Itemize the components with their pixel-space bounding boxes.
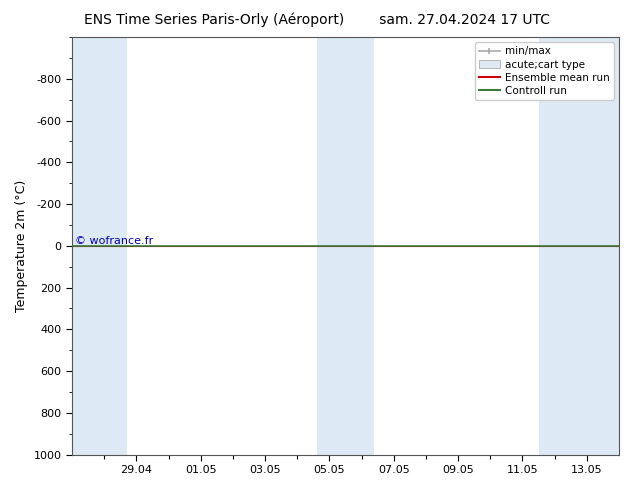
Text: ENS Time Series Paris-Orly (Aéroport)        sam. 27.04.2024 17 UTC: ENS Time Series Paris-Orly (Aéroport) sa…	[84, 12, 550, 27]
Bar	[538, 37, 619, 455]
Y-axis label: Temperature 2m (°C): Temperature 2m (°C)	[15, 180, 28, 312]
Legend: min/max, acute;cart type, Ensemble mean run, Controll run: min/max, acute;cart type, Ensemble mean …	[475, 42, 614, 100]
Bar	[72, 37, 127, 455]
Text: © wofrance.fr: © wofrance.fr	[75, 236, 153, 246]
Bar	[316, 37, 375, 455]
